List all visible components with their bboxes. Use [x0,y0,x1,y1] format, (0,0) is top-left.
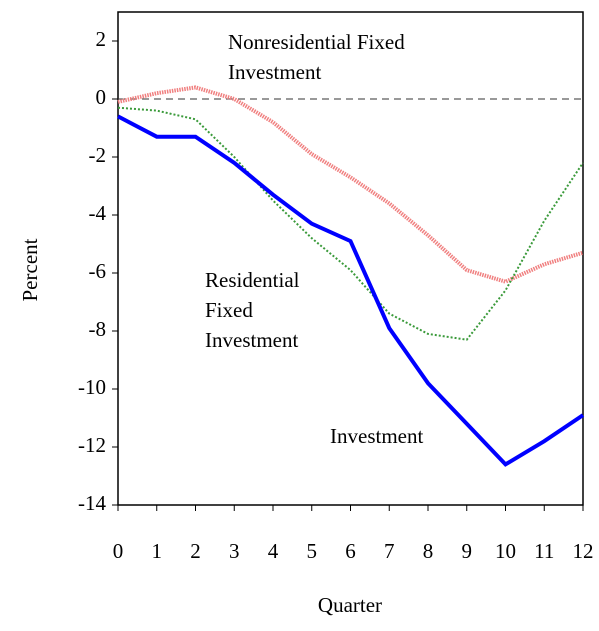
x-tick-label: 0 [113,539,124,563]
x-tick-label: 2 [190,539,201,563]
x-tick-label: 6 [345,539,356,563]
y-tick-label: 0 [96,85,107,109]
x-tick-label: 7 [384,539,395,563]
series-line [117,114,585,467]
y-tick-label: -2 [89,143,107,167]
x-tick-label: 8 [423,539,434,563]
series-label: Nonresidential Fixed [228,30,405,54]
series-line [117,106,584,341]
x-tick-label: 9 [462,539,473,563]
y-tick-label: 2 [96,27,107,51]
series-label: Investment [330,424,423,448]
series-label: Investment [205,328,298,352]
x-tick-label: 12 [573,539,594,563]
series-label: Fixed [205,298,253,322]
x-tick-label: 11 [534,539,554,563]
series-label: Residential [205,268,300,292]
x-axis-label: Quarter [318,593,382,617]
y-tick-label: -14 [78,491,106,515]
y-tick-label: -6 [89,259,107,283]
series-line [117,85,584,284]
x-tick-label: 3 [229,539,240,563]
x-tick-label: 1 [152,539,163,563]
y-tick-label: -10 [78,375,106,399]
y-axis-label: Percent [18,238,42,301]
x-tick-label: 5 [307,539,318,563]
x-tick-label: 10 [495,539,516,563]
y-tick-label: -8 [89,317,107,341]
y-tick-label: -4 [89,201,107,225]
x-tick-label: 4 [268,539,279,563]
y-tick-label: -12 [78,433,106,457]
series-label: Investment [228,60,321,84]
